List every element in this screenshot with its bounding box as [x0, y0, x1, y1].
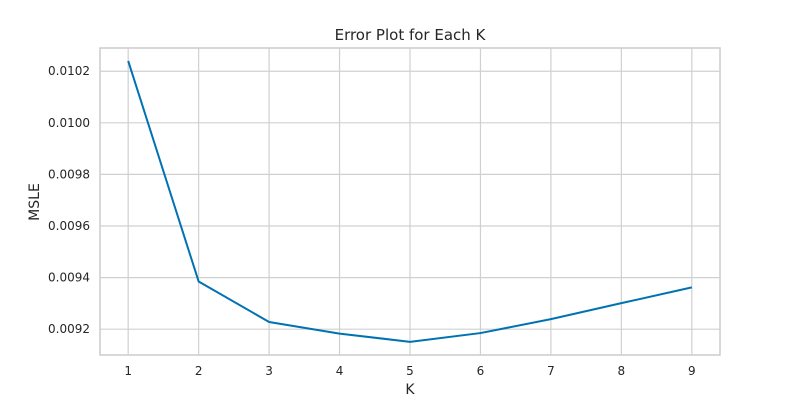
- x-tick-label: 3: [265, 364, 273, 378]
- y-tick-label: 0.0098: [48, 167, 90, 181]
- x-grid: [127, 48, 693, 355]
- x-axis-label: K: [405, 382, 415, 398]
- x-tick-label: 7: [547, 364, 555, 378]
- x-tick-label: 1: [124, 364, 132, 378]
- y-axis-label: MSLE: [27, 183, 43, 221]
- x-tick-label: 9: [688, 364, 696, 378]
- x-tick-label: 5: [406, 364, 414, 378]
- series-group: [127, 60, 693, 343]
- x-tick-labels: 1 2 3 4 5 6 7 8 9: [124, 364, 695, 378]
- y-tick-labels: 0.0092 0.0094 0.0096 0.0098 0.0100 0.0102: [48, 64, 90, 336]
- y-grid: [100, 70, 720, 330]
- y-tick-label: 0.0100: [48, 116, 90, 130]
- chart-title: Error Plot for Each K: [335, 26, 487, 44]
- y-tick-label: 0.0096: [48, 219, 90, 233]
- x-tick-label: 6: [477, 364, 485, 378]
- x-tick-label: 8: [618, 364, 626, 378]
- y-tick-label: 0.0094: [48, 271, 90, 285]
- y-tick-label: 0.0092: [48, 322, 90, 336]
- y-tick-label: 0.0102: [48, 64, 90, 78]
- x-tick-label: 2: [195, 364, 203, 378]
- series-line: [127, 60, 693, 343]
- x-tick-label: 4: [336, 364, 344, 378]
